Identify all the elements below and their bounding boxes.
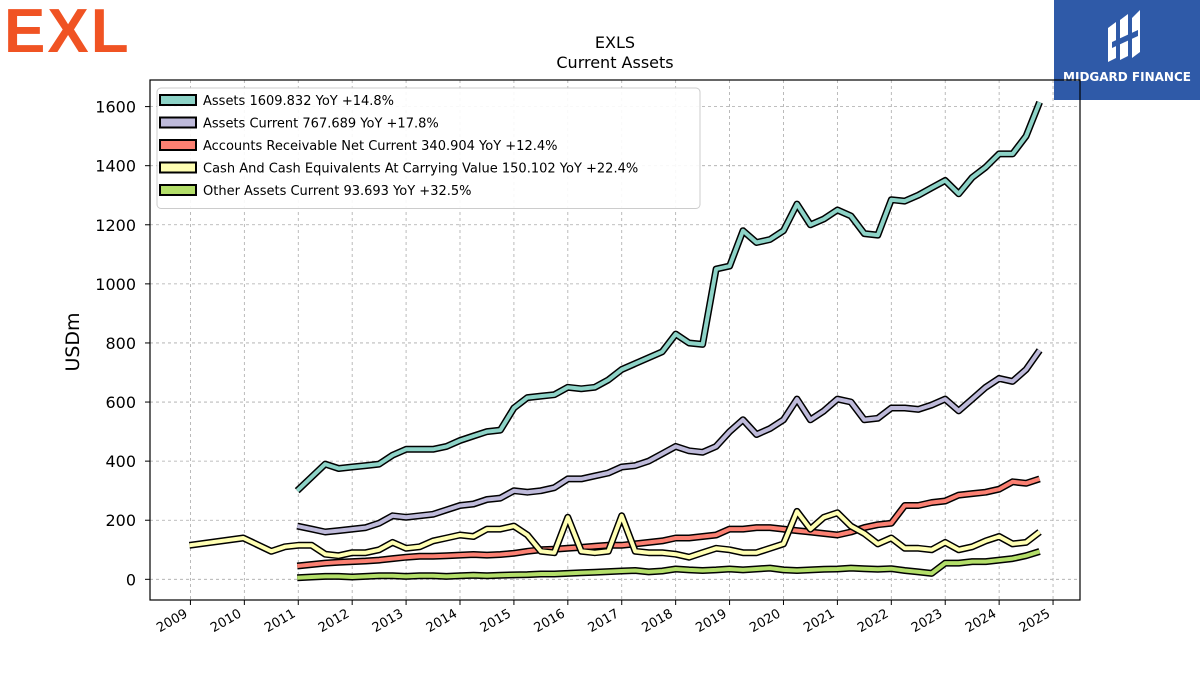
x-tick-label: 2010: [208, 606, 244, 636]
legend-entry: Cash And Cash Equivalents At Carrying Va…: [203, 162, 638, 177]
series-2: [296, 475, 1041, 570]
legend: Assets 1609.832 YoY +14.8% Assets Current…: [156, 87, 701, 209]
chart-title: EXLS: [595, 33, 635, 52]
legend-swatch: [159, 139, 197, 151]
midgard-finance-logo: MIDGARD FINANCE: [1054, 0, 1200, 100]
y-tick-label: 0: [126, 570, 136, 589]
plot-frame: [149, 79, 1081, 601]
x-tick-label: 2019: [693, 606, 729, 636]
y-tick-label: 1600: [95, 98, 136, 117]
midgard-finance-label: MIDGARD FINANCE: [1063, 70, 1191, 84]
series-line: [297, 549, 1041, 580]
series-line: [295, 101, 1042, 493]
x-tick-label: 2023: [909, 606, 945, 636]
x-tick-label: 2024: [963, 606, 999, 636]
x-tick-label: 2013: [370, 606, 406, 636]
legend-swatch: [159, 94, 197, 106]
x-tick-label: 2017: [586, 606, 622, 636]
x-tick-label: 2021: [801, 606, 837, 636]
x-tick-label: 2025: [1017, 606, 1053, 636]
x-tick-label: 2020: [747, 606, 783, 636]
series-line: [296, 476, 1041, 568]
x-axis: 2009 2010 2011 2012 2013 2014 2015 2016 2017 2018…: [154, 600, 1054, 636]
exl-logo-text: EXL: [4, 2, 131, 60]
series-line: [189, 509, 1041, 560]
legend-entry: Assets 1609.832 YoY +14.8%: [203, 94, 394, 109]
exl-logo: EXL: [4, 2, 131, 60]
legend-swatch: [159, 184, 197, 196]
series-3: [188, 507, 1042, 561]
x-tick-label: 2018: [639, 606, 675, 636]
y-tick-label: 1200: [95, 216, 136, 235]
y-tick-label: 400: [105, 452, 136, 471]
series-1: [296, 348, 1043, 536]
chart-subtitle: Current Assets: [556, 53, 673, 72]
y-tick-label: 200: [105, 511, 136, 530]
y-axis-label: USDm: [62, 312, 84, 371]
y-axis: 0 200 400 600 800 1000 1200 1400 1600: [95, 98, 150, 589]
midgard-emblem-icon: [1108, 10, 1140, 62]
x-tick-label: 2014: [424, 606, 460, 636]
series-0: [294, 100, 1043, 494]
series-line: [296, 349, 1042, 534]
legend-swatch: [159, 161, 197, 174]
y-tick-label: 600: [105, 393, 136, 412]
x-tick-label: 2016: [532, 606, 568, 636]
legend-swatch: [159, 116, 197, 129]
y-tick-label: 1000: [95, 275, 136, 294]
legend-entry: Assets Current 767.689 YoY +17.8%: [203, 117, 439, 132]
legend-entry: Accounts Receivable Net Current 340.904 …: [203, 139, 558, 154]
x-tick-label: 2012: [316, 606, 352, 636]
x-tick-label: 2009: [154, 606, 190, 636]
series-layer: [188, 100, 1043, 582]
legend-box: [156, 87, 701, 209]
y-tick-label: 800: [105, 334, 136, 353]
legend-entry: Other Assets Current 93.693 YoY +32.5%: [203, 184, 472, 199]
x-tick-label: 2011: [262, 606, 298, 636]
x-tick-label: 2015: [478, 606, 514, 636]
y-tick-label: 1400: [95, 157, 136, 176]
series-4: [297, 548, 1041, 582]
x-tick-label: 2022: [855, 606, 891, 636]
